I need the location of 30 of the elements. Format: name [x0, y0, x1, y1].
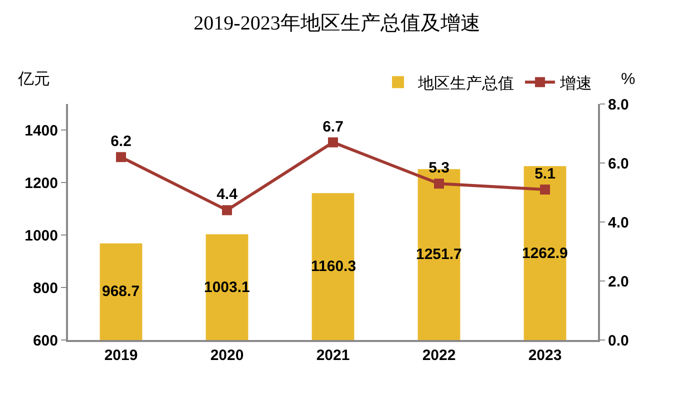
- y-tick-label: 600: [32, 332, 58, 350]
- y2-tick-label: 2.0: [608, 273, 629, 290]
- point: [222, 205, 232, 216]
- y2-tick-label: 6.0: [608, 155, 629, 172]
- data-label: 5.1: [534, 166, 556, 183]
- legend-label: 增速: [559, 74, 592, 92]
- y2-tick-label: 0.0: [608, 332, 629, 350]
- point: [328, 137, 338, 148]
- x-tick-label: 2021: [316, 347, 350, 364]
- x-tick-label: 2020: [210, 347, 244, 364]
- y-tick-label: 1000: [24, 227, 58, 244]
- data-label: 6.2: [110, 133, 132, 150]
- y-tick-label: 1400: [24, 122, 58, 140]
- legend-label: 地区生产总值: [417, 74, 514, 92]
- y-tick-label: 1200: [24, 174, 58, 192]
- point: [540, 184, 550, 195]
- y2-tick-label: 4.0: [608, 214, 629, 232]
- point: [116, 152, 126, 162]
- y-axis-title: 亿元: [17, 71, 50, 88]
- x-tick-label: 2019: [104, 347, 138, 364]
- data-label: 4.4: [216, 186, 238, 204]
- x-tick-label: 2023: [528, 347, 562, 364]
- data-label: 6.7: [322, 118, 344, 136]
- y2-tick-label: 8.0: [608, 96, 629, 114]
- y2-axis-title: %: [621, 71, 636, 88]
- point: [434, 178, 444, 189]
- x-tick-label: 2022: [422, 347, 456, 364]
- y-tick-label: 800: [32, 280, 58, 297]
- data-label: 968.7: [102, 283, 140, 300]
- chart-title: 2019-2023年地区生产总值及增速: [194, 12, 480, 35]
